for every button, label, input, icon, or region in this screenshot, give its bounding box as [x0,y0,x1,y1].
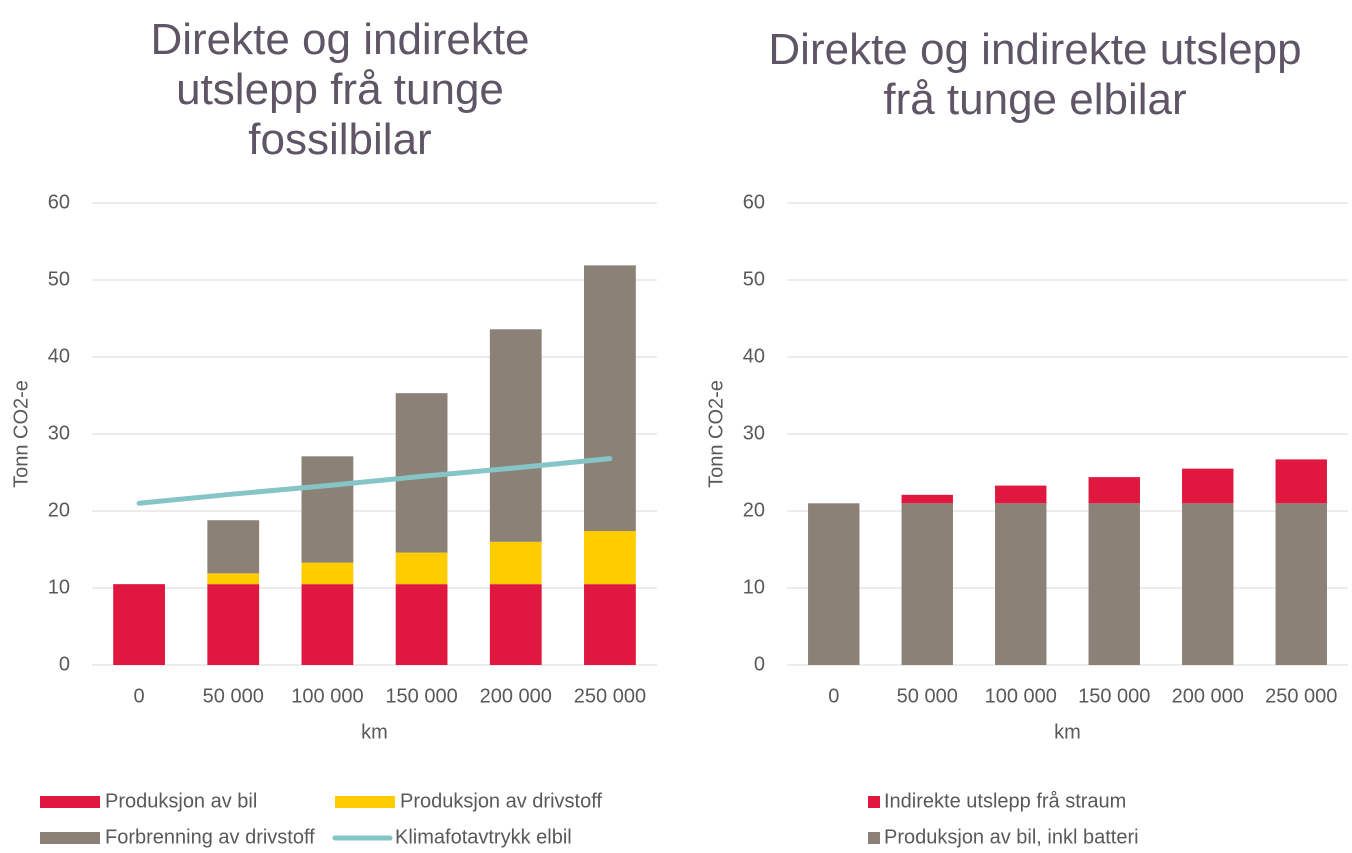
legend-label: Produksjon av drivstoff [400,790,602,812]
legend-swatch [40,832,100,844]
x-axis-label: km [1054,721,1081,743]
bar-segment [1275,503,1327,665]
bar-segment [207,584,260,665]
bar-segment [489,329,542,542]
bar-segment [1182,468,1234,504]
bar-segment [489,584,542,665]
x-tick-label: 0 [134,685,145,707]
x-tick-label: 250 000 [1265,685,1337,707]
bar-segment [1088,477,1140,504]
bar-segment [1182,503,1234,665]
y-tick-label: 40 [743,345,765,367]
legend-swatch [335,796,395,808]
bar-segment [995,485,1047,504]
x-tick-label: 100 000 [985,685,1057,707]
y-axis-label: Tonn CO2-e [10,380,32,488]
bar-segment [584,265,636,532]
legend-label: Produksjon av bil [105,790,257,812]
x-tick-label: 250 000 [574,685,646,707]
x-tick-label: 50 000 [897,685,958,707]
y-tick-label: 60 [743,191,765,213]
legend-label: Indirekte utslepp frå straum [884,790,1126,812]
bar-segment [584,584,636,665]
bar-segment [1275,459,1327,504]
line [136,456,613,506]
x-tick-label: 100 000 [291,685,363,707]
y-tick-label: 20 [743,499,765,521]
bar-segment [301,456,354,563]
bar-segment [584,531,636,585]
legend-label: Klimafotavtrykk elbil [395,826,572,848]
legend-swatch [40,796,100,808]
bar-segment [808,503,860,665]
bar-segment [207,573,260,585]
bar-segment [901,503,953,665]
y-tick-label: 0 [59,653,70,675]
y-tick-label: 20 [48,499,70,521]
x-tick-label: 200 000 [1172,685,1244,707]
bar-segment [1088,503,1140,665]
legend-swatch [868,796,880,808]
y-tick-label: 0 [754,653,765,675]
y-tick-label: 50 [743,268,765,290]
chart-title: Direkte og indirekte utslepp frå tunge f… [150,15,530,164]
bar-segment [207,520,260,574]
x-tick-label: 200 000 [480,685,552,707]
legend-label: Forbrenning av drivstoff [105,826,315,848]
x-axis-label: km [361,721,388,743]
bar-segment [995,503,1047,665]
y-tick-label: 10 [743,576,765,598]
bar-segment [301,562,354,585]
bar-segment [301,584,354,665]
bar-segment [395,584,448,665]
y-tick-label: 40 [48,345,70,367]
legend-swatch [868,832,880,844]
legend-label: Produksjon av bil, inkl batteri [884,826,1139,848]
chart-title: Direkte og indirekte utslepp frå tunge e… [768,25,1302,124]
y-tick-label: 30 [48,422,70,444]
bar-segment [901,494,953,504]
x-tick-label: 0 [828,685,839,707]
y-tick-label: 60 [48,191,70,213]
y-tick-label: 50 [48,268,70,290]
y-axis-label: Tonn CO2-e [705,380,727,488]
bar-segment [489,541,542,585]
y-tick-label: 30 [743,422,765,444]
x-tick-label: 150 000 [385,685,457,707]
bar-segment [113,584,165,665]
bar-segment [395,552,448,585]
y-tick-label: 10 [48,576,70,598]
x-tick-label: 150 000 [1078,685,1150,707]
x-tick-label: 50 000 [203,685,264,707]
